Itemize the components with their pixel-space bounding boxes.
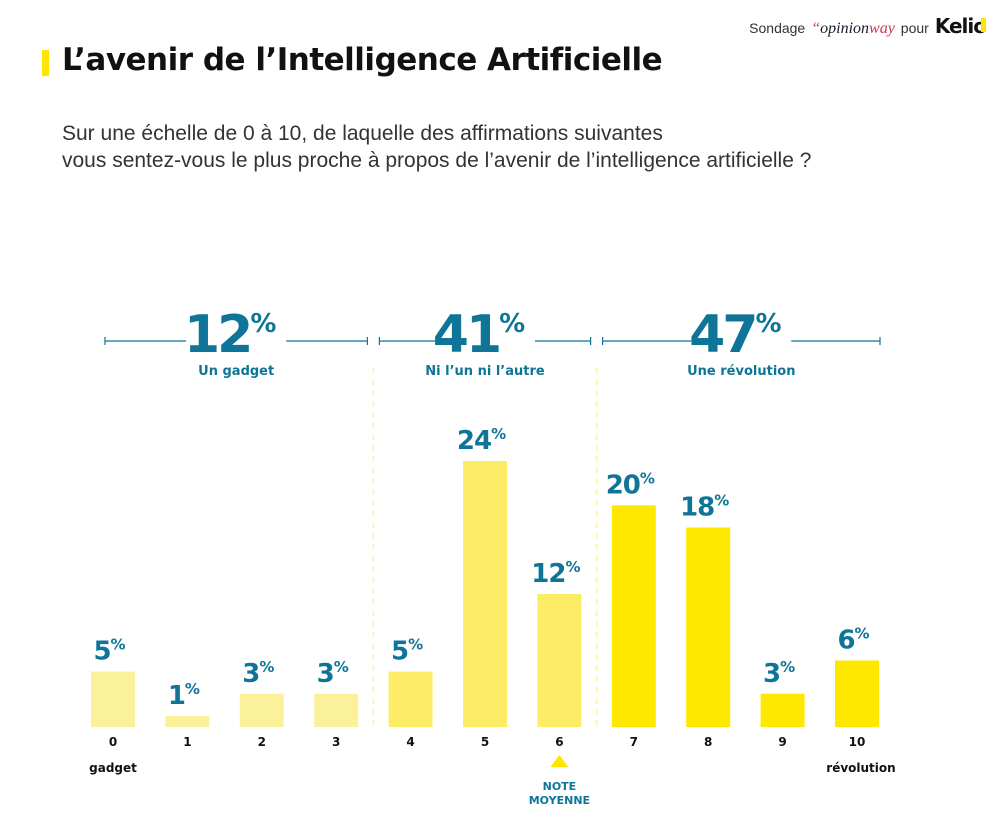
bar-value-label-1: 1% — [168, 680, 200, 711]
bar-value-label-3: 3% — [317, 658, 349, 689]
bar-value-label-4: 5% — [391, 636, 423, 667]
question-line-2: vous sentez-vous le plus proche à propos… — [62, 149, 812, 172]
x-tick-label-10: 10 — [849, 735, 866, 749]
x-tick-label-6: 6 — [555, 735, 563, 749]
x-tick-label-2: 2 — [258, 735, 266, 749]
x-tick-label-8: 8 — [704, 735, 712, 749]
x-tick-label-1: 1 — [183, 735, 191, 749]
bar-4 — [388, 671, 433, 727]
x-tick-label-7: 7 — [630, 735, 638, 749]
bar-value-label-0: 5% — [93, 636, 125, 667]
bar-2 — [239, 693, 284, 727]
group-total-1: 12% — [184, 305, 276, 365]
mean-label-line-1: NOTE — [543, 780, 577, 793]
group-total-3: 47% — [689, 305, 781, 365]
group-name-1: Un gadget — [198, 364, 274, 379]
title-marker — [42, 50, 49, 76]
bar-value-label-10: 6% — [837, 625, 869, 656]
question-line-1: Sur une échelle de 0 à 10, de laquelle d… — [62, 122, 663, 145]
group-name-3: Une révolution — [687, 364, 795, 379]
kelio-logo: Kelio — [934, 14, 987, 38]
brand-middle: pour — [900, 20, 929, 36]
bar-7 — [611, 505, 656, 727]
brand-header: Sondage “opinionway pour Kelio — [749, 14, 987, 38]
page-title: L’avenir de l’Intelligence Artificielle — [62, 42, 663, 78]
bar-0 — [91, 671, 135, 727]
x-tick-label-5: 5 — [481, 735, 489, 749]
bar-3 — [314, 693, 359, 727]
bar-5 — [463, 461, 507, 727]
bar-1 — [165, 715, 210, 727]
group-name-2: Ni l’un ni l’autre — [425, 364, 545, 379]
bar-9 — [760, 693, 805, 727]
opinionway-logo: “opinionway — [811, 20, 895, 37]
x-tick-label-4: 4 — [406, 735, 414, 749]
axis-end-label-right: révolution — [826, 761, 895, 775]
bar-8 — [686, 527, 731, 727]
bar-value-label-6: 12% — [531, 558, 580, 589]
question-text: Sur une échelle de 0 à 10, de laquelle d… — [62, 120, 811, 174]
bar-value-label-5: 24% — [457, 425, 506, 456]
bar-10 — [835, 660, 879, 727]
mean-label-line-2: MOYENNE — [529, 794, 590, 807]
x-tick-label-0: 0 — [109, 735, 117, 749]
bar-value-label-8: 18% — [680, 492, 729, 523]
bar-6 — [537, 594, 582, 727]
group-total-2: 41% — [433, 305, 525, 365]
mean-marker-triangle-icon — [550, 755, 569, 767]
bar-value-label-7: 20% — [606, 469, 655, 500]
x-tick-label-9: 9 — [778, 735, 786, 749]
bar-value-label-9: 3% — [763, 658, 795, 689]
x-tick-label-3: 3 — [332, 735, 340, 749]
brand-prefix: Sondage — [749, 20, 806, 36]
bar-value-label-2: 3% — [242, 658, 274, 689]
axis-end-label-left: gadget — [89, 761, 137, 775]
